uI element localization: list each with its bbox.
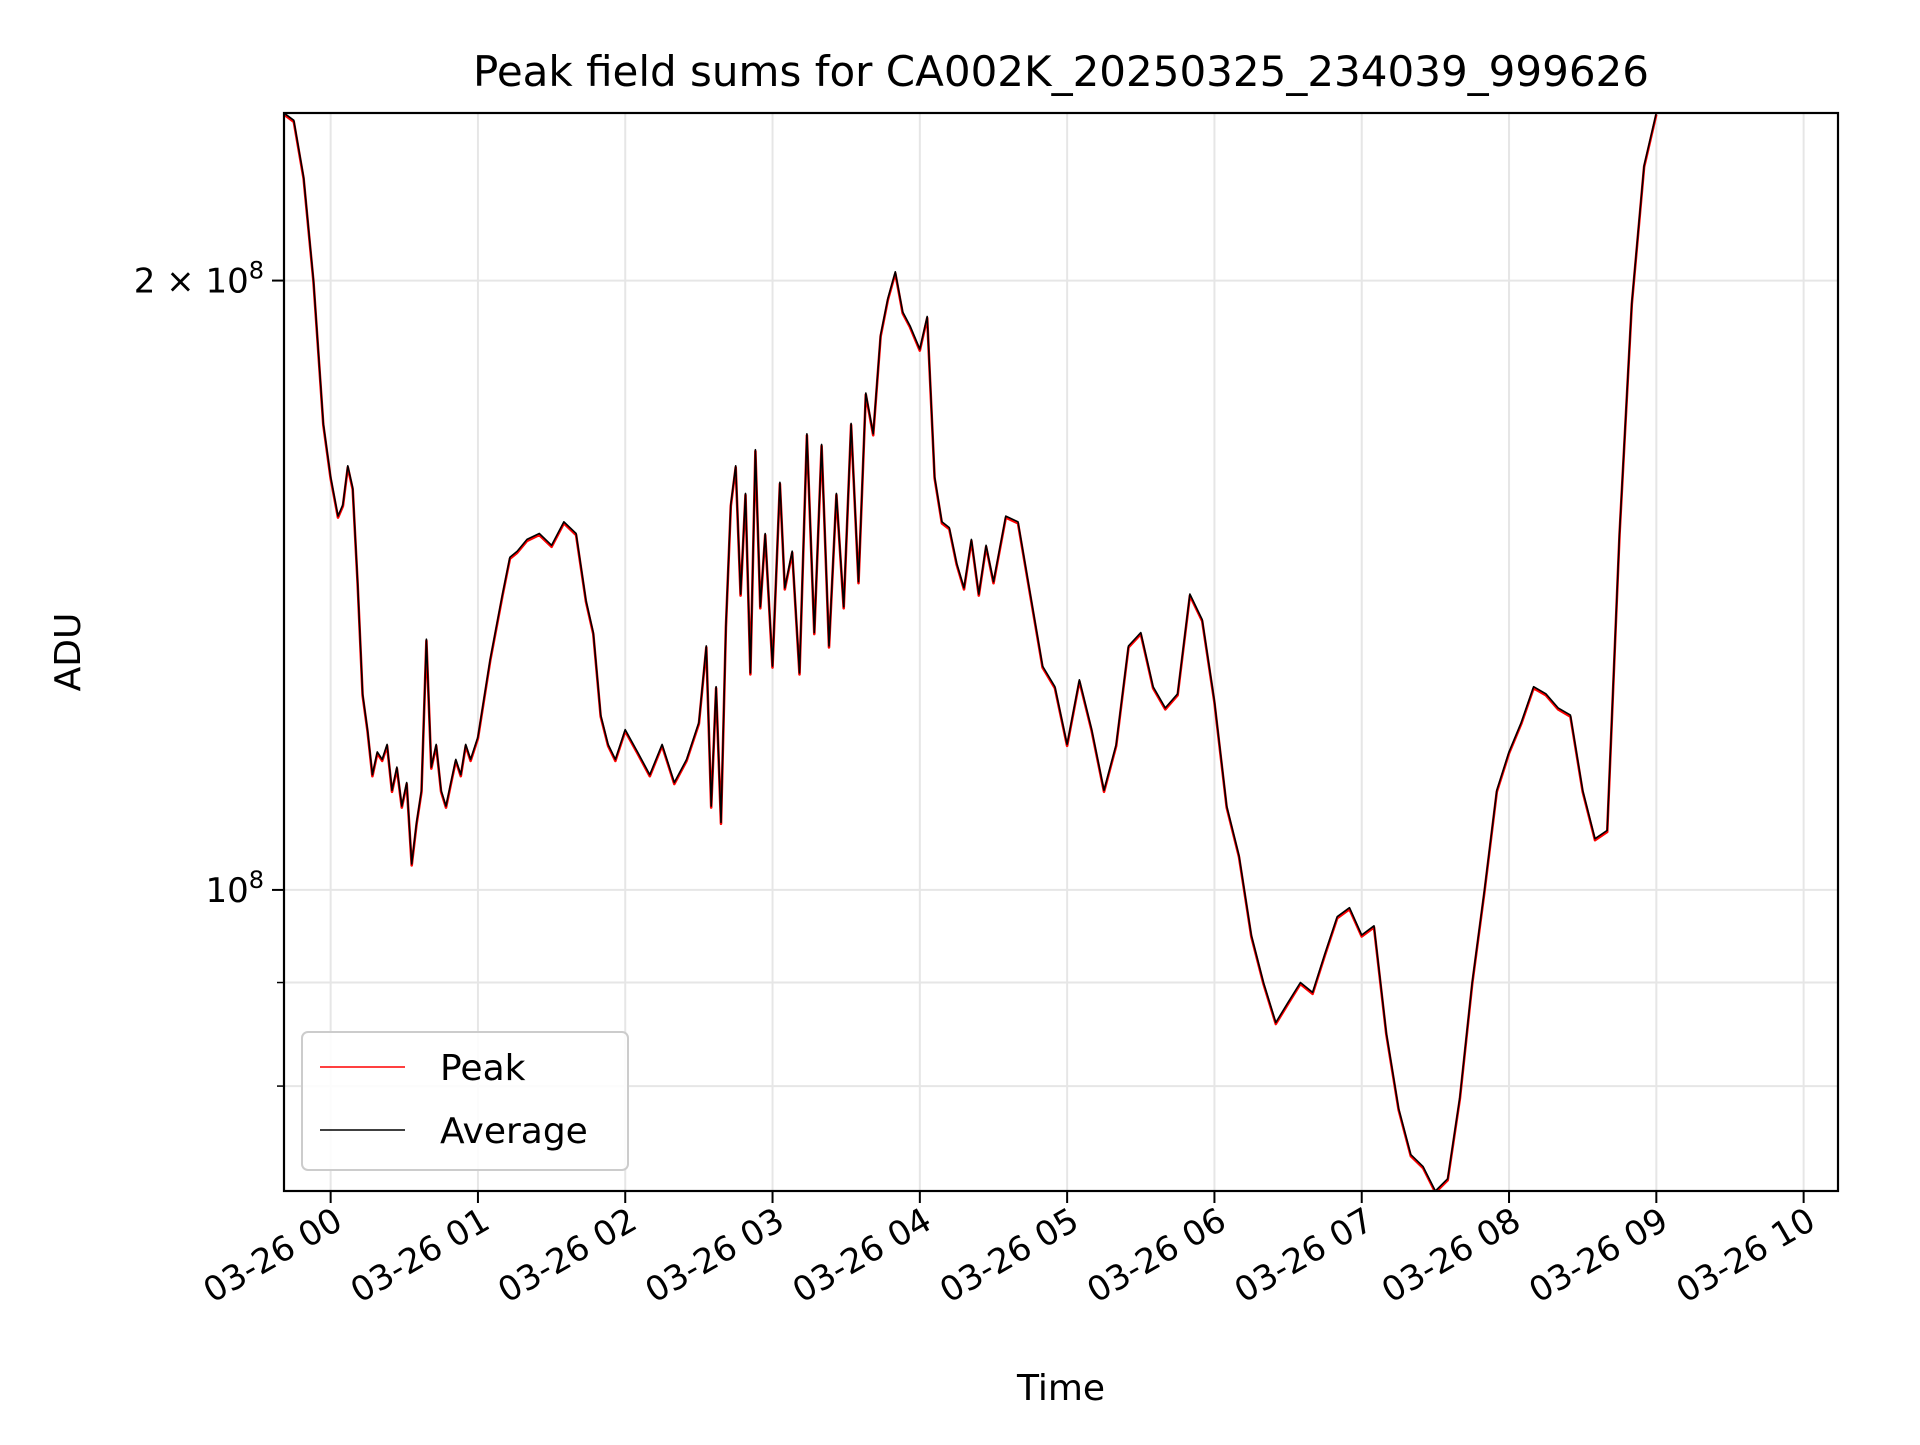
x-axis-label: Time <box>1016 1368 1105 1409</box>
y-tick-label: 108 <box>205 866 264 911</box>
series-layer <box>284 113 1658 1191</box>
legend: Peak Average <box>301 1031 629 1171</box>
plot-frame <box>282 111 1840 1193</box>
tick-marks <box>272 279 1805 1203</box>
chart-title: Peak field sums for CA002K_20250325_2340… <box>473 47 1649 96</box>
y-axis-label: ADU <box>48 613 89 692</box>
grid-lines <box>284 113 1838 1191</box>
series-line-average <box>284 113 1658 1191</box>
legend-peak-label: Peak <box>440 1048 526 1089</box>
y-tick-labels: 108 2 × 108 <box>134 257 264 911</box>
legend-average-label: Average <box>440 1111 588 1152</box>
y-tick-label: 2 × 108 <box>134 257 264 302</box>
